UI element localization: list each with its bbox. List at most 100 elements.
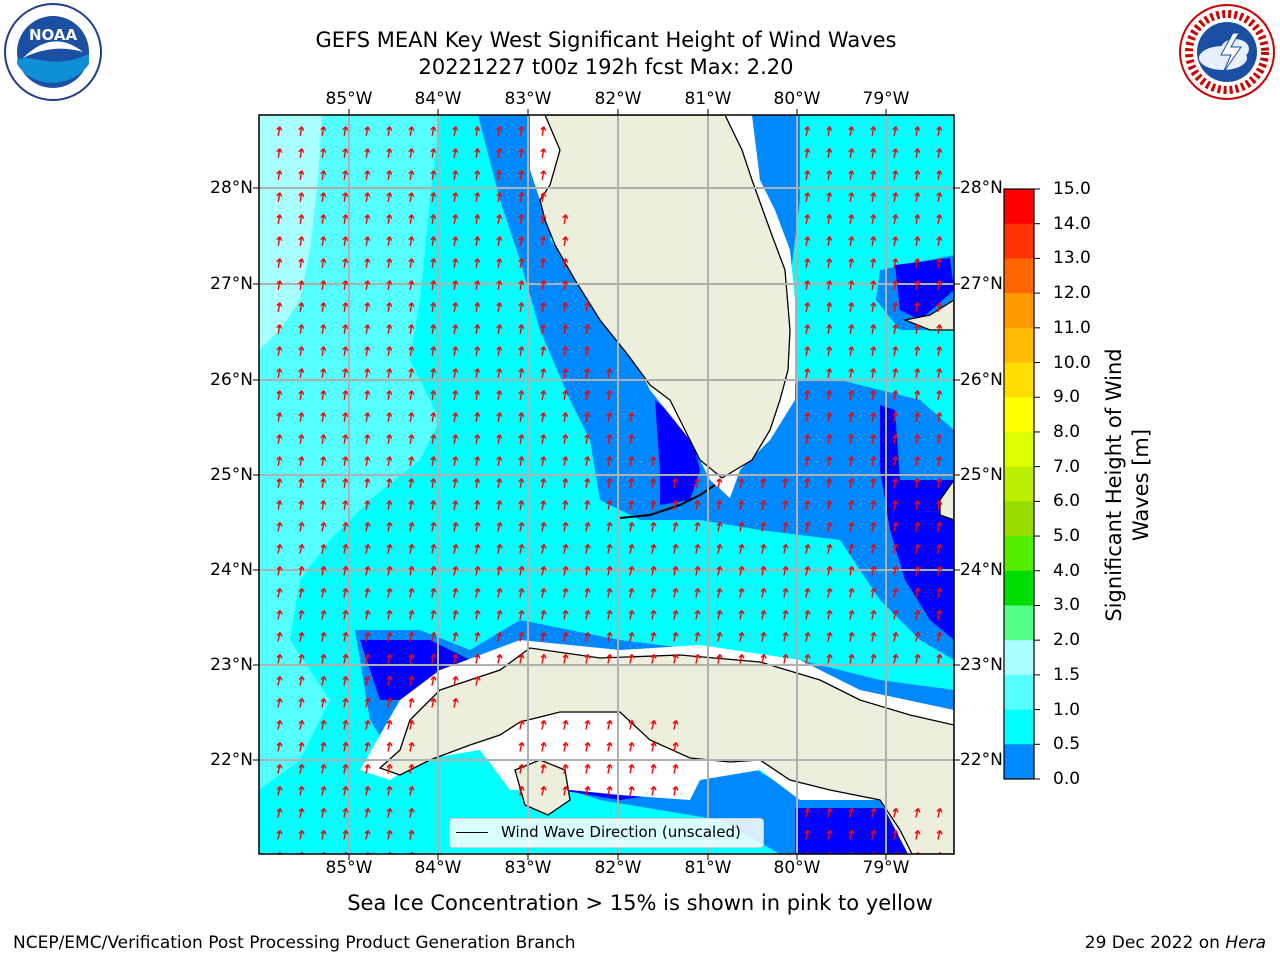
wave-direction-arrow xyxy=(562,412,569,422)
wave-direction-arrow xyxy=(408,719,415,730)
wave-direction-arrow xyxy=(826,587,833,598)
wave-direction-arrow xyxy=(914,543,921,554)
lon-tick-top: 82°W xyxy=(594,89,642,109)
wave-direction-arrow xyxy=(936,324,943,334)
wave-direction-arrow xyxy=(650,719,657,730)
wave-direction-arrow xyxy=(804,478,811,488)
wave-direction-arrow xyxy=(518,368,525,378)
lat-tick-left: 26°N xyxy=(210,370,253,390)
wave-direction-arrow xyxy=(694,587,701,598)
wave-direction-arrow xyxy=(914,126,921,136)
wave-direction-arrow xyxy=(342,280,349,290)
wave-direction-arrow xyxy=(518,236,525,246)
wave-direction-arrow xyxy=(320,807,327,818)
wave-direction-arrow xyxy=(452,126,459,136)
wave-direction-arrow xyxy=(298,126,305,136)
wave-direction-arrow xyxy=(386,434,393,444)
wave-direction-arrow xyxy=(848,412,855,422)
wave-direction-arrow xyxy=(540,478,547,488)
wave-direction-arrow xyxy=(386,302,393,312)
wave-direction-arrow xyxy=(452,280,459,290)
wave-direction-arrow xyxy=(276,280,283,290)
wave-direction-arrow xyxy=(298,368,305,378)
wave-direction-arrow xyxy=(826,631,833,642)
wave-direction-arrow xyxy=(804,148,811,158)
wave-direction-arrow xyxy=(540,741,547,752)
wave-direction-arrow xyxy=(672,478,679,488)
wave-direction-arrow xyxy=(936,543,943,554)
wave-direction-arrow xyxy=(914,412,921,422)
lon-tick-bot: 85°W xyxy=(325,858,373,878)
legend-line-sample xyxy=(456,832,488,833)
wave-direction-arrow xyxy=(562,236,569,246)
wave-direction-arrow xyxy=(606,741,613,752)
wave-direction-arrow xyxy=(848,390,855,400)
wave-direction-arrow xyxy=(276,148,283,158)
wave-direction-arrow xyxy=(716,543,723,554)
wave-direction-arrow xyxy=(540,763,547,774)
wave-direction-arrow xyxy=(650,543,657,554)
wave-direction-arrow xyxy=(848,829,855,840)
wave-direction-arrow xyxy=(452,390,459,400)
wave-direction-arrow xyxy=(408,609,415,620)
lat-tick-right: 27°N xyxy=(960,274,1003,294)
wave-direction-arrow xyxy=(914,565,921,576)
wave-direction-arrow xyxy=(408,829,415,840)
wave-direction-arrow xyxy=(342,324,349,334)
wave-direction-arrow xyxy=(804,565,811,576)
wave-direction-arrow xyxy=(320,500,327,510)
wave-direction-arrow xyxy=(672,521,679,532)
wave-direction-arrow xyxy=(540,368,547,378)
lat-tick-right: 25°N xyxy=(960,465,1003,485)
wave-direction-arrow xyxy=(870,324,877,334)
wave-direction-arrow xyxy=(474,521,481,532)
wave-direction-arrow xyxy=(364,785,371,796)
wave-direction-arrow xyxy=(760,631,767,642)
wave-direction-arrow xyxy=(870,609,877,620)
wave-direction-arrow xyxy=(320,719,327,730)
wave-direction-arrow xyxy=(650,565,657,576)
wave-direction-arrow xyxy=(562,258,569,268)
wave-direction-arrow xyxy=(540,236,547,246)
wave-direction-arrow xyxy=(320,302,327,312)
wave-direction-arrow xyxy=(804,434,811,444)
wave-direction-arrow xyxy=(408,368,415,378)
wave-direction-arrow xyxy=(760,521,767,532)
wave-direction-arrow xyxy=(870,543,877,554)
wave-direction-arrow xyxy=(342,456,349,466)
wave-direction-arrow xyxy=(562,785,569,796)
wave-direction-arrow xyxy=(408,280,415,290)
wave-direction-arrow xyxy=(408,785,415,796)
wave-direction-arrow xyxy=(408,214,415,224)
wave-direction-arrow xyxy=(936,807,943,818)
wave-direction-arrow xyxy=(408,192,415,202)
colorbar-label: 7.0 xyxy=(1053,456,1081,477)
wave-direction-arrow xyxy=(892,412,899,422)
wave-direction-arrow xyxy=(870,302,877,312)
wave-direction-arrow xyxy=(848,148,855,158)
wave-direction-arrow xyxy=(386,456,393,466)
lon-tick-bot: 83°W xyxy=(504,858,552,878)
wave-direction-arrow xyxy=(672,653,679,664)
colorbar-label: 10.0 xyxy=(1053,352,1091,373)
wave-direction-arrow xyxy=(540,126,547,136)
wave-direction-arrow xyxy=(716,653,723,664)
colorbar-bin xyxy=(1004,501,1034,537)
wave-direction-arrow xyxy=(276,368,283,378)
map-frame xyxy=(258,114,955,855)
wave-direction-arrow xyxy=(298,587,305,598)
colorbar-label: 3.0 xyxy=(1053,595,1081,616)
wave-direction-arrow xyxy=(276,763,283,774)
wave-band-0p0-0p5-bahamas xyxy=(895,258,954,320)
wave-direction-arrow xyxy=(474,214,481,224)
wave-direction-arrow xyxy=(562,324,569,334)
wave-direction-arrow xyxy=(804,653,811,664)
wave-direction-arrow xyxy=(452,346,459,356)
wave-direction-arrow xyxy=(694,500,701,510)
wave-direction-arrow xyxy=(408,390,415,400)
wave-direction-arrow xyxy=(584,478,591,488)
wave-direction-arrow xyxy=(386,609,393,620)
sea-ice-caption: Sea Ice Concentration > 15% is shown in … xyxy=(347,891,933,915)
wave-direction-arrow xyxy=(628,719,635,730)
wave-direction-arrow xyxy=(386,258,393,268)
